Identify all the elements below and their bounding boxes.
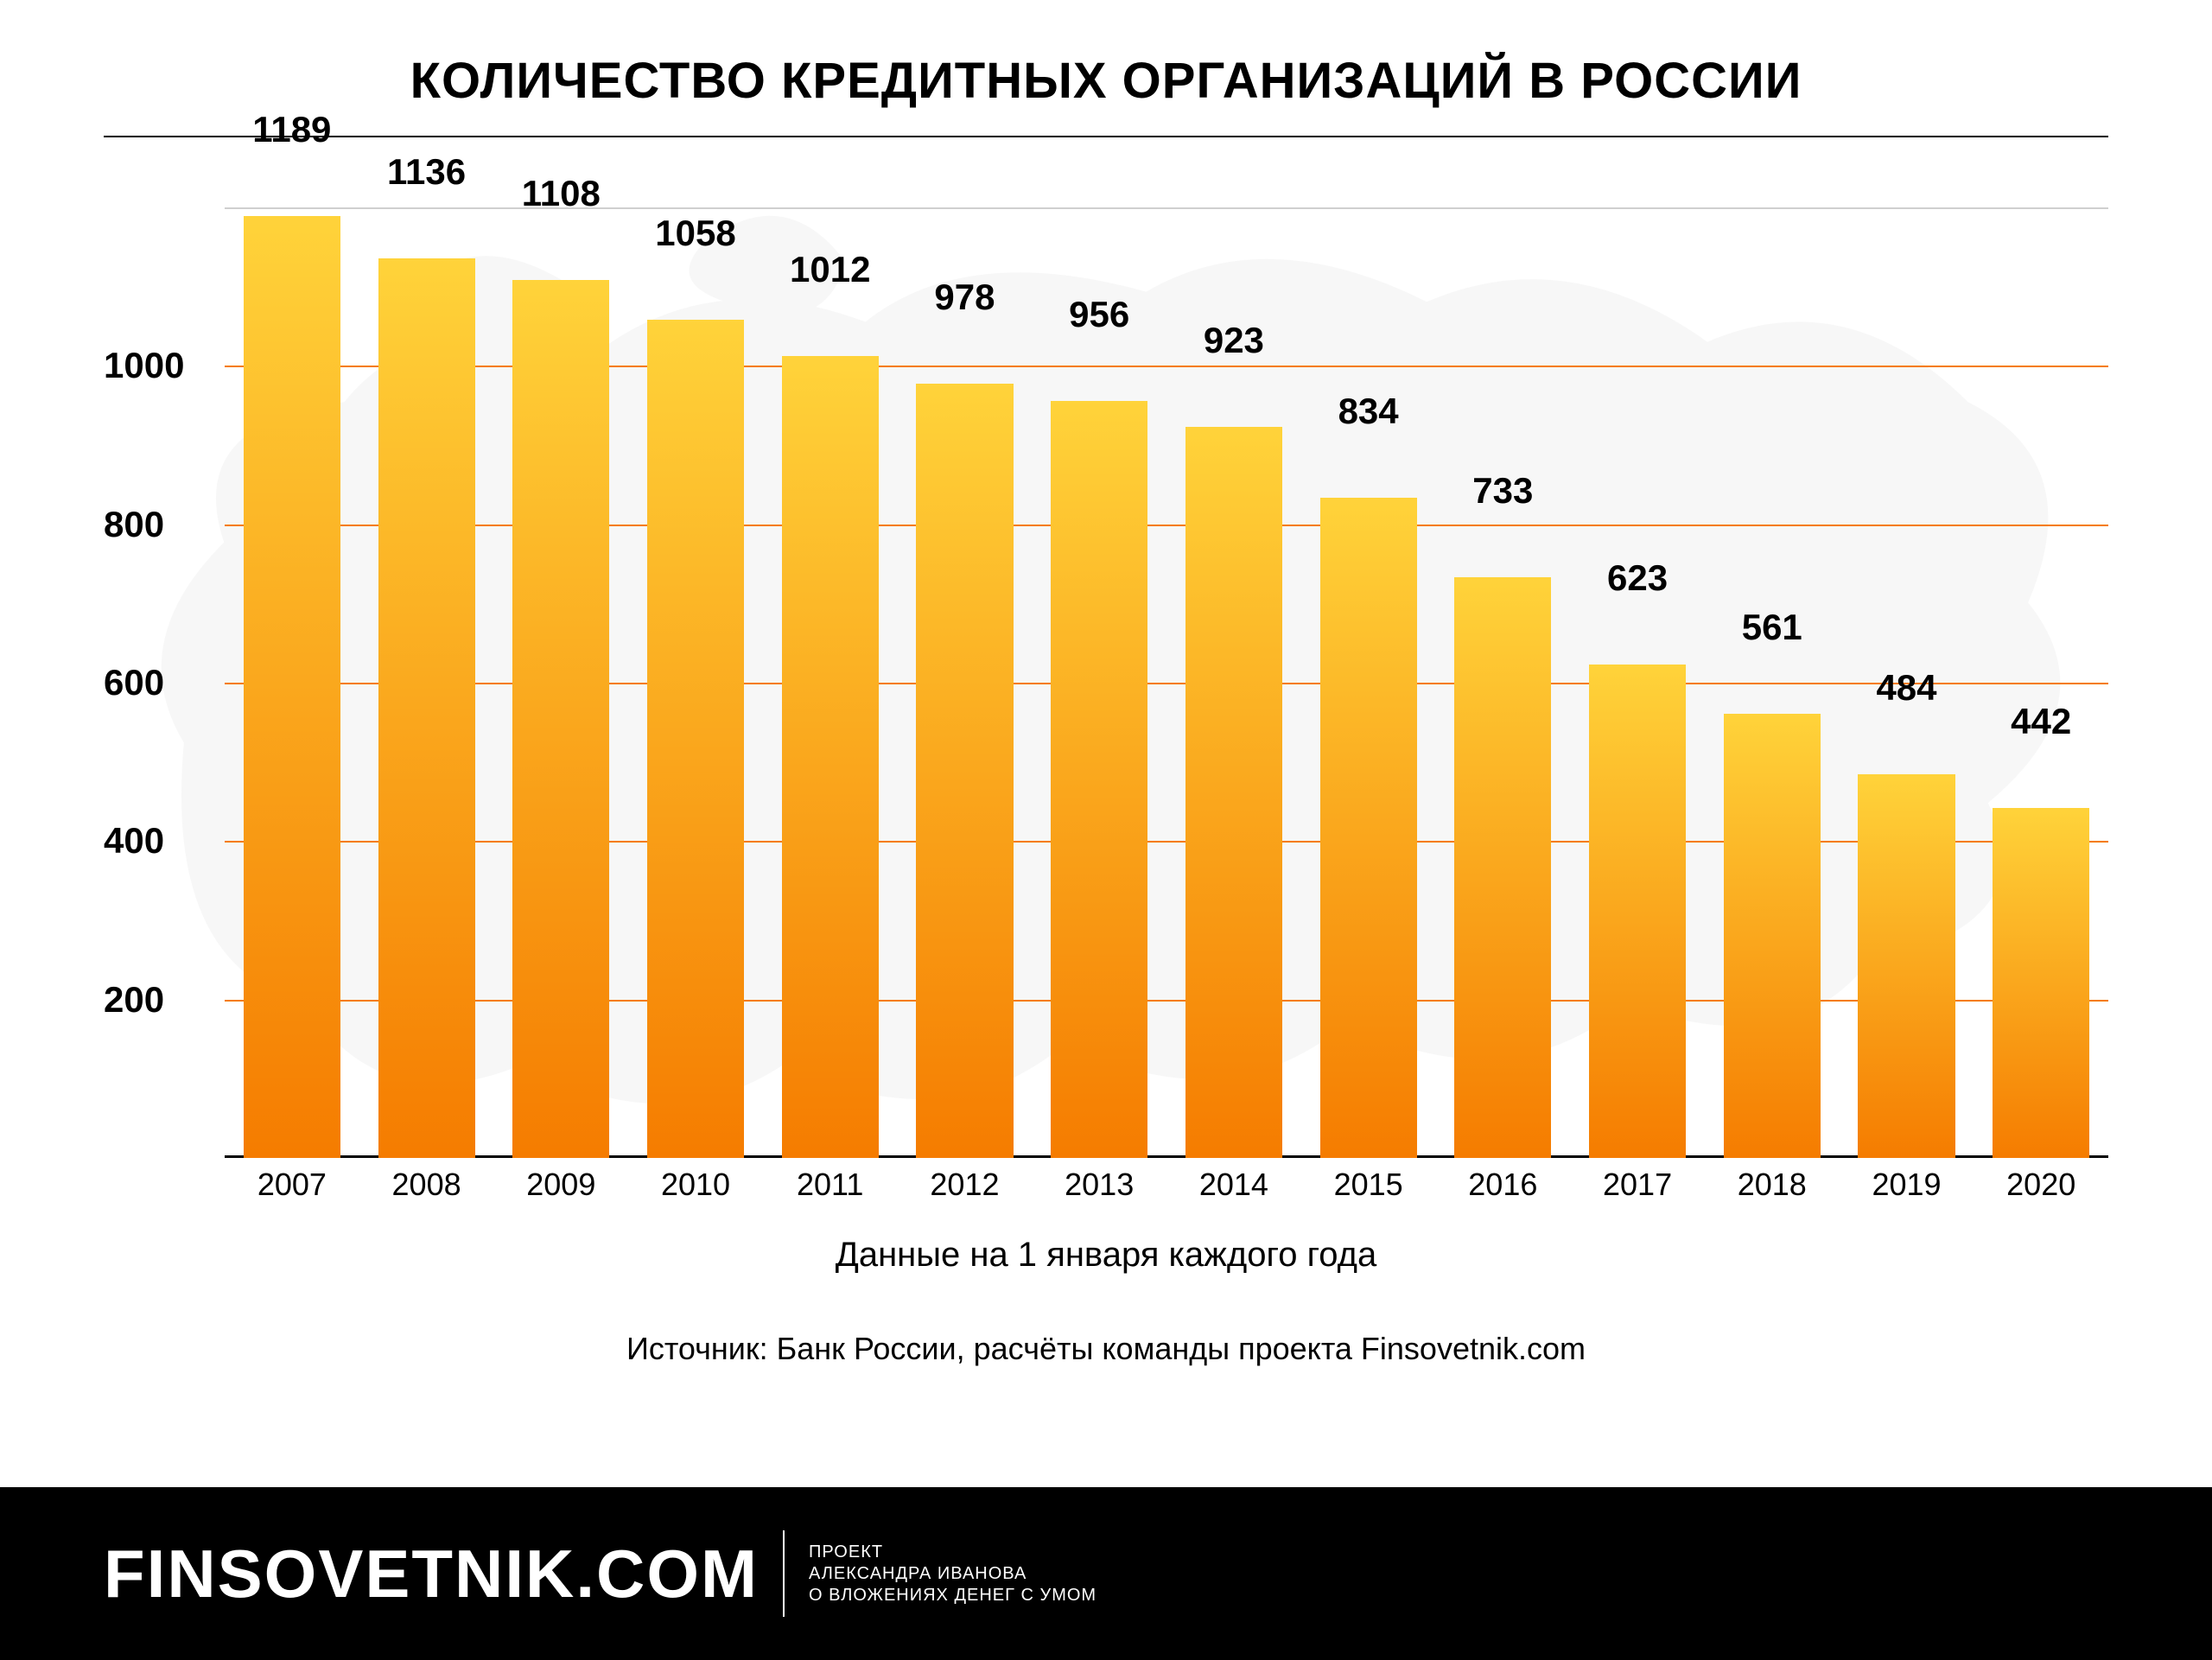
bar-value-label: 442: [1974, 701, 2108, 754]
bar-value-label: 1058: [628, 213, 763, 266]
x-axis-label: 2019: [1840, 1167, 1974, 1203]
y-axis-label: 1000: [104, 345, 216, 386]
bar: [1185, 427, 1282, 1158]
bar-slot: 623: [1570, 207, 1705, 1158]
bar-value-label: 1012: [763, 249, 898, 302]
bar-value-label: 1108: [493, 173, 628, 226]
bar-slot: 923: [1166, 207, 1301, 1158]
x-axis-label: 2009: [493, 1167, 628, 1203]
footer-bar: FINSOVETNIK.COM ПРОЕКТАЛЕКСАНДРА ИВАНОВА…: [0, 1487, 2212, 1660]
bar-slot: 561: [1705, 207, 1840, 1158]
bar: [916, 384, 1013, 1159]
bar-slot: 834: [1301, 207, 1436, 1158]
chart-container: 200 400 600 800 1000 11891136110810581012978…: [104, 207, 2108, 1296]
bar-slot: 978: [898, 207, 1033, 1158]
chart-source: Источник: Банк России, расчёты команды п…: [104, 1331, 2108, 1367]
bar: [1724, 714, 1821, 1158]
y-axis-label: 600: [104, 662, 216, 703]
bar: [512, 280, 609, 1158]
x-axis-label: 2012: [898, 1167, 1033, 1203]
page-title: КОЛИЧЕСТВО КРЕДИТНЫХ ОРГАНИЗАЦИЙ В РОССИ…: [0, 0, 2212, 110]
footer-tagline-line: АЛЕКСАНДРА ИВАНОВА: [809, 1563, 1096, 1585]
bar-slot: 956: [1032, 207, 1166, 1158]
bar: [1320, 498, 1417, 1159]
x-axis-label: 2020: [1974, 1167, 2108, 1203]
chart-plot-area: 200 400 600 800 1000 11891136110810581012978…: [104, 207, 2108, 1158]
bar: [1993, 808, 2089, 1158]
bar-value-label: 1136: [359, 151, 494, 205]
bar-slot: 484: [1840, 207, 1974, 1158]
bar-value-label: 956: [1032, 294, 1166, 347]
bar-value-label: 561: [1705, 607, 1840, 660]
x-axis-label: 2014: [1166, 1167, 1301, 1203]
x-axis-label: 2013: [1032, 1167, 1166, 1203]
bar-slot: 1108: [493, 207, 628, 1158]
bar-slot: 1058: [628, 207, 763, 1158]
x-axis-label: 2016: [1435, 1167, 1570, 1203]
bar-value-label: 623: [1570, 557, 1705, 611]
footer-separator: [783, 1530, 785, 1617]
bar: [378, 258, 475, 1158]
x-axis-label: 2011: [763, 1167, 898, 1203]
x-axis-label: 2007: [225, 1167, 359, 1203]
bar-slot: 442: [1974, 207, 2108, 1158]
chart-bars: 11891136110810581012978956923834 73362356…: [225, 207, 2108, 1158]
x-axis-label: 2010: [628, 1167, 763, 1203]
bar: [1454, 577, 1551, 1158]
x-axis-label: 2008: [359, 1167, 494, 1203]
bar-value-label: 834: [1301, 391, 1436, 444]
bar-value-label: 484: [1840, 667, 1974, 721]
bar: [647, 320, 744, 1158]
y-axis-label: 400: [104, 820, 216, 862]
bar-slot: 1136: [359, 207, 494, 1158]
title-underline: [104, 136, 2108, 137]
chart-subtitle: Данные на 1 января каждого года: [104, 1236, 2108, 1275]
x-axis-label: 2017: [1570, 1167, 1705, 1203]
bar-value-label: 923: [1166, 320, 1301, 373]
footer-tagline-line: О ВЛОЖЕНИЯХ ДЕНЕГ С УМОМ: [809, 1585, 1096, 1606]
bar-slot: 733: [1435, 207, 1570, 1158]
bar: [1051, 401, 1147, 1158]
bar-value-label: 978: [898, 277, 1033, 330]
bar: [244, 216, 340, 1158]
bar: [1858, 774, 1955, 1158]
bar: [1589, 665, 1686, 1158]
bar-value-label: 733: [1435, 470, 1570, 524]
y-axis-label: 200: [104, 979, 216, 1021]
chart-x-axis-labels: 2007200820092010201120122013201420152016…: [225, 1167, 2108, 1203]
bar-slot: 1189: [225, 207, 359, 1158]
y-axis-label: 800: [104, 504, 216, 545]
footer-brand: FINSOVETNIK.COM: [104, 1535, 759, 1613]
bar-value-label: 1189: [225, 109, 359, 162]
bar-slot: 1012: [763, 207, 898, 1158]
x-axis-label: 2015: [1301, 1167, 1436, 1203]
footer-tagline-line: ПРОЕКТ: [809, 1542, 1096, 1563]
bar: [782, 356, 879, 1158]
x-axis-label: 2018: [1705, 1167, 1840, 1203]
footer-tagline: ПРОЕКТАЛЕКСАНДРА ИВАНОВАО ВЛОЖЕНИЯХ ДЕНЕ…: [809, 1542, 1096, 1606]
